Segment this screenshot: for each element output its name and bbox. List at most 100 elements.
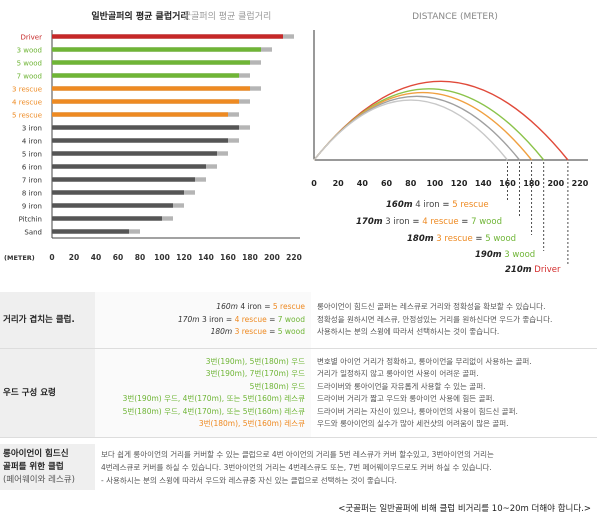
note-line: 드라이버 거리는 자신이 있으나, 롱아이언의 사용이 힘드신 골퍼. xyxy=(317,406,518,416)
bar-category-label: 5 rescue xyxy=(12,112,42,120)
note-part: = xyxy=(440,200,453,210)
overlap-notes: 롱아이언이 힘드신 골퍼는 레스큐로 거리와 정확성을 확보할 수 있습니다. … xyxy=(311,292,597,348)
arc-x-tick: 140 xyxy=(475,179,492,188)
overlap-distance: 180m xyxy=(210,327,233,337)
bar-category-label: 6 iron xyxy=(22,164,42,172)
note-line: 정확성을 원하시면 레스큐, 안정성있는 거리를 원하신다면 우드가 좋습니다. xyxy=(317,314,553,324)
bar-category-label: Driver xyxy=(20,34,42,42)
arc-x-tick: 40 xyxy=(357,179,369,188)
bar-avg-golfer xyxy=(52,151,217,156)
bar-avg-golfer xyxy=(52,177,195,182)
bar-category-label: Pitchin xyxy=(19,216,42,224)
bar-category-label: 4 rescue xyxy=(12,99,42,107)
trajectory-arc xyxy=(313,99,508,161)
divider xyxy=(0,348,597,349)
arc-x-tick: 100 xyxy=(427,179,444,188)
bar-x-tick: 200 xyxy=(264,253,280,262)
eq-sign: = xyxy=(269,314,276,324)
wood-option: 3번(190m), 7번(170m) 우드 xyxy=(205,369,305,378)
overlap-line-160: 160m 4 iron = 5 rescue xyxy=(95,301,305,314)
note-line: - 사용하시는 분의 스윙에 따라서 우드와 레스큐중 자신 있는 클럽으로 선… xyxy=(101,475,397,485)
note-part: 3 rescue xyxy=(434,234,473,244)
bar-x-tick: 180 xyxy=(242,253,258,262)
divider xyxy=(0,437,597,438)
arc-x-tick: 0 xyxy=(311,179,317,188)
bar-avg-golfer xyxy=(52,203,173,208)
overlap-equivalents: 160m 4 iron = 5 rescue 170m 3 iron = 4 r… xyxy=(95,292,311,348)
footer-note: <굿골퍼는 일반골퍼에 비해 클럽 비거리를 10~20m 더해야 합니다.> xyxy=(338,504,591,514)
bar-chart-title: 일반골퍼의 평균 클럽거리 xyxy=(91,10,188,22)
wood-label: 우드 구성 요령 xyxy=(3,387,56,398)
row-wood-composition: 우드 구성 요령 3번(190m), 5번(180m) 우드 3번(190m),… xyxy=(0,349,597,437)
arc-x-tick: 80 xyxy=(405,179,417,188)
overlap-label: 거리가 겹치는 클럽. xyxy=(3,314,75,325)
wood-option: 3번(190m) 우드, 4번(170m), 또는 5번(160m) 레스큐 xyxy=(122,394,305,403)
note-part: 5 wood xyxy=(485,234,516,244)
note-part: = xyxy=(473,234,486,244)
wood-notes: 변호별 아이언 거리가 정확하고, 롱아이언을 무리없이 사용하는 골퍼. 거리… xyxy=(311,349,597,437)
row-label-long-iron: 롱아이언이 힘드신 골퍼를 위한 클럽 (페어웨이와 레스큐) xyxy=(0,444,95,490)
bar-x-tick: 120 xyxy=(176,253,192,262)
arc-x-tick: 120 xyxy=(451,179,468,188)
bar-x-tick: 80 xyxy=(135,253,145,262)
note-part: 170m xyxy=(356,217,383,227)
bar-category-label: 8 iron xyxy=(22,190,42,198)
eq-sign: = xyxy=(269,327,276,337)
long-iron-label: 롱아이언이 힘드신 xyxy=(3,448,69,459)
bar-avg-golfer xyxy=(52,73,239,78)
distance-note: 210m Driver xyxy=(505,265,561,275)
bar-avg-golfer xyxy=(52,216,162,221)
bar-avg-golfer xyxy=(52,190,184,195)
note-part: 190m xyxy=(475,250,502,260)
bar-category-label: 7 wood xyxy=(17,73,42,81)
note-line: 드라이버와 롱아이언을 자유롭게 사용할 수 있는 골퍼. xyxy=(317,381,486,391)
note-line: 4번레스큐로 커버를 하실 수 있습니다. 3번아이언의 거리는 4번레스큐도 … xyxy=(101,462,492,472)
distance-note: 160m 4 iron = 5 rescue xyxy=(386,200,489,210)
note-part: 3 wood xyxy=(502,250,536,260)
overlap-distance: 160m xyxy=(216,302,238,312)
note-line: 우드와 롱아이언의 실수가 많아 세컨샷의 어려움이 많은 골퍼. xyxy=(317,419,509,428)
bar-avg-golfer xyxy=(52,125,239,130)
note-line: 드라이버 거리가 짧고 우드와 롱아이언 사용에 힘든 골퍼. xyxy=(317,394,495,403)
bar-category-label: 3 iron xyxy=(22,125,42,133)
wood-option: 3번(180m), 5번(160m) 레스큐 xyxy=(198,419,305,428)
overlap-club: 4 rescue xyxy=(234,314,267,324)
bar-x-tick: 0 xyxy=(49,253,54,262)
wood-option: 5번(180m) 우드, 4번(170m), 또는 5번(160m) 레스큐 xyxy=(122,406,305,416)
long-iron-text: 보다 쉽게 롱아이언의 거리를 커버할 수 있는 클럽으로 4번 아이언의 거리… xyxy=(95,444,597,490)
note-part: 180m xyxy=(407,234,434,244)
arc-x-tick: 60 xyxy=(381,179,393,188)
bar-x-tick: 220 xyxy=(286,253,302,262)
overlap-club: 3 iron xyxy=(202,314,224,324)
overlap-club: 7 wood xyxy=(277,314,305,324)
long-iron-label: 골퍼를 위한 클럽 xyxy=(3,461,64,472)
distance-note: 170m 3 iron = 4 rescue = 7 wood xyxy=(356,217,502,227)
eq-sign: = xyxy=(225,314,233,324)
bar-category-label: 3 rescue xyxy=(12,86,42,94)
row-label-wood: 우드 구성 요령 xyxy=(0,349,95,437)
arc-chart-title: DISTANCE (METER) xyxy=(412,12,498,22)
distance-note: 180m 3 rescue = 5 wood xyxy=(407,234,516,244)
note-part: 5 rescue xyxy=(452,200,488,210)
note-line: 변호별 아이언 거리가 정확하고, 롱아이언을 무리없이 사용하는 골퍼. xyxy=(317,356,532,366)
note-line: 사용하시는 분의 스윙에 따라서 선택하시는 것이 좋습니다. xyxy=(317,327,500,337)
bar-avg-golfer xyxy=(52,112,228,117)
bar-avg-golfer xyxy=(52,60,250,65)
bar-avg-golfer xyxy=(52,47,261,52)
overlap-club: 4 iron xyxy=(240,302,262,312)
note-part: 7 wood xyxy=(471,217,502,227)
row-overlapping-clubs: 거리가 겹치는 클럽. 160m 4 iron = 5 rescue 170m … xyxy=(0,292,597,348)
bar-category-label: 7 iron xyxy=(22,177,42,185)
bar-x-tick: 60 xyxy=(113,253,123,262)
bar-x-tick: 20 xyxy=(69,253,79,262)
wood-option: 5번(180m) 우드 xyxy=(249,381,305,391)
bar-x-tick: 40 xyxy=(91,253,101,262)
arc-x-tick: 20 xyxy=(333,179,345,188)
note-part: 210m xyxy=(505,265,532,275)
bar-x-tick: 140 xyxy=(198,253,214,262)
note-part: 3 iron xyxy=(383,217,410,227)
row-label-overlap: 거리가 겹치는 클럽. xyxy=(0,292,95,348)
overlap-line-170: 170m 3 iron = 4 rescue = 7 wood xyxy=(95,314,305,327)
overlap-club: 3 rescue xyxy=(234,327,267,337)
